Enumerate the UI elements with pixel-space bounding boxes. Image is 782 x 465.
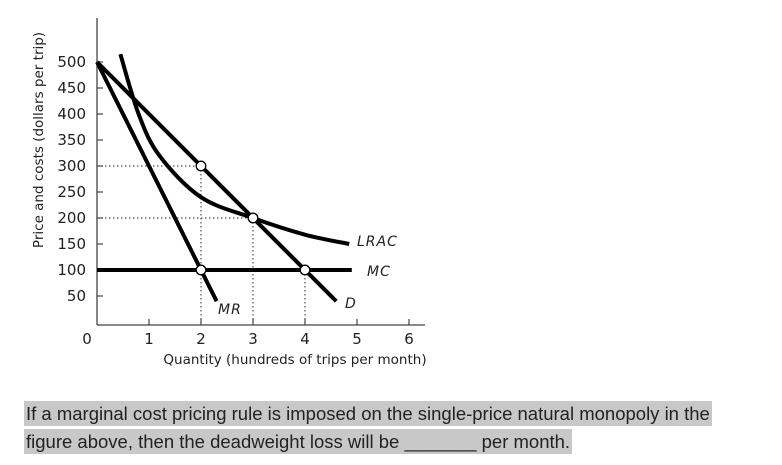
y-tick-label: 350	[57, 131, 86, 149]
curve-mr	[95, 61, 219, 303]
question-highlight: If a marginal cost pricing rule is impos…	[24, 401, 712, 454]
x-tick-label: 6	[404, 330, 414, 348]
equilibrium-point	[195, 160, 207, 172]
x-tick-label: 4	[300, 330, 310, 348]
y-tick-label: 300	[57, 157, 86, 175]
equilibrium-point	[299, 264, 311, 276]
equilibrium-point	[247, 212, 259, 224]
curve-d	[95, 60, 338, 303]
x-axis-title: Quantity (hundreds of trips per month)	[163, 352, 426, 368]
x-tick-label: 1	[144, 330, 154, 348]
y-tick-label: 250	[57, 183, 86, 201]
question-text: If a marginal cost pricing rule is impos…	[24, 400, 744, 456]
equilibrium-point	[195, 264, 207, 276]
y-tick-label: 500	[57, 53, 86, 71]
y-tick-label: 150	[57, 235, 86, 253]
d-label: D	[345, 296, 357, 312]
mc-label: MC	[367, 264, 391, 280]
x-tick-label: 2	[196, 330, 206, 348]
y-tick-label: 100	[57, 261, 86, 279]
chart: 50 100 150 200 250 300 350 400 450 500 0 1 2 3 4 5 6 LRAC…	[31, 18, 427, 368]
y-tick-label: 200	[57, 209, 86, 227]
y-axis-title: Price and costs (dollars per trip)	[31, 32, 47, 248]
mr-label: MR	[218, 302, 242, 318]
y-tick-label: 400	[57, 105, 86, 123]
x-tick-label: 3	[248, 330, 258, 348]
y-tick-label: 450	[57, 79, 86, 97]
y-tick-label: 50	[67, 287, 86, 305]
lrac-label: LRAC	[357, 234, 398, 250]
curve-lrac	[118, 53, 350, 246]
x-tick-label: 0	[82, 330, 92, 348]
x-tick-label: 5	[352, 330, 362, 348]
